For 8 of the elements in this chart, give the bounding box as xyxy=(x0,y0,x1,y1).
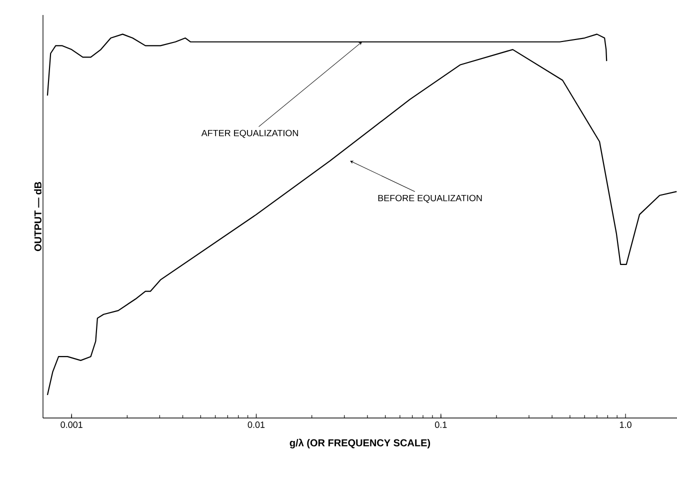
x-tick-label: 1.0 xyxy=(620,422,632,428)
x-tick-label: 0.1 xyxy=(434,422,447,428)
x-axis-title: g/λ (OR FREQUENCY SCALE) xyxy=(290,438,430,448)
x-tick-label: 0.01 xyxy=(248,422,265,428)
annotation: BEFORE EQUALIZATION xyxy=(378,194,482,203)
y-axis-title: OUTPUT — dB xyxy=(34,182,42,252)
annotation: AFTER EQUALIZATION xyxy=(201,130,298,138)
x-tick-label: 0.001 xyxy=(60,422,82,428)
